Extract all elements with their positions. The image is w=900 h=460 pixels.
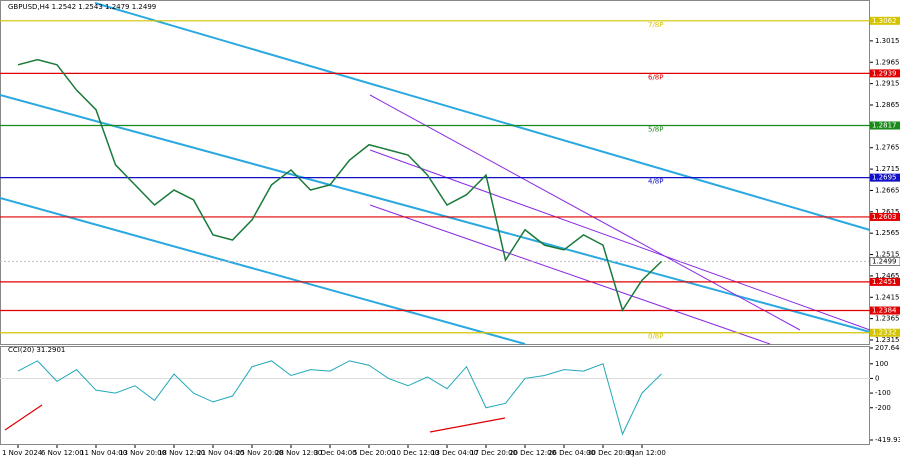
level-box — [870, 328, 900, 337]
cci-panel — [0, 346, 870, 445]
y-tick-label: 1.2415 — [875, 293, 900, 301]
channels — [0, 2, 871, 433]
price-panel — [0, 0, 870, 345]
y-tick-label: 1.2915 — [875, 80, 900, 88]
y-tick-label: 1.2765 — [875, 144, 900, 152]
x-tick-label: 3 Jan 12:00 — [626, 449, 666, 457]
cci-tick-label: 100 — [875, 360, 888, 368]
level-name: 7/8P — [648, 21, 664, 29]
level-box — [870, 173, 900, 182]
y-tick-label: 1.2965 — [875, 58, 900, 66]
divergence-line — [4, 404, 43, 431]
chart-title: GBPUSD,H4 1.2542 1.2543 1.2479 1.2499 — [8, 3, 156, 11]
cci-tick-label: -419.934 — [875, 436, 900, 444]
y-tick-label: 1.2365 — [875, 315, 900, 323]
y-tick-label: 1.2515 — [875, 251, 900, 259]
x-tick-label: 17 Dec 20:00 — [470, 449, 517, 457]
x-tick-label: 13 Nov 20:00 — [119, 449, 166, 457]
x-tick-label: 1 Nov 2024 — [2, 449, 43, 457]
level-name: 5/8P — [648, 126, 664, 134]
x-tick-label: 6 Nov 12:00 — [41, 449, 84, 457]
cci-tick-label: -100 — [875, 389, 891, 397]
level-price: 1.2939 — [872, 69, 897, 77]
level-price: 1.2603 — [872, 213, 897, 221]
level-name: 6/8P — [648, 73, 664, 81]
y-tick-label: 1.2865 — [875, 101, 900, 109]
cci-tick-label: -200 — [875, 404, 891, 412]
level-price: 1.2332 — [872, 329, 897, 337]
y-tick-label: 1.2715 — [875, 165, 900, 173]
x-tick-label: 10 Dec 12:00 — [392, 449, 439, 457]
channel-line — [369, 94, 801, 331]
last-price-label: 1.2499 — [872, 257, 897, 265]
x-tick-label: 26 Dec 04:00 — [548, 449, 595, 457]
level-box — [870, 69, 900, 78]
channel-line — [94, 2, 871, 231]
level-name: 4/8P — [648, 178, 664, 186]
x-tick-label: 25 Nov 20:00 — [236, 449, 283, 457]
x-tick-label: 13 Dec 04:00 — [431, 449, 478, 457]
x-tick-label: 3 Dec 04:00 — [314, 449, 357, 457]
y-tick-label: 1.2465 — [875, 272, 900, 280]
channel-line — [0, 94, 871, 333]
x-tick-label: 20 Dec 12:00 — [509, 449, 556, 457]
price-line — [17, 58, 663, 312]
y-tick-label: 1.3015 — [875, 37, 900, 45]
level-name: 0/8P — [648, 333, 664, 341]
level-price: 1.3062 — [872, 17, 897, 25]
channel-line — [369, 204, 771, 345]
cci-tick-label: 207.6441 — [875, 344, 900, 352]
y-tick-label: 1.2615 — [875, 208, 900, 216]
last-price-box — [869, 257, 900, 266]
channel-line — [369, 149, 871, 331]
cci-tick-label: 0 — [875, 374, 879, 382]
y-tick-label: 1.2665 — [875, 186, 900, 194]
cci-title: CCI(20) 31.2901 — [8, 346, 65, 354]
x-tick-label: 5 Dec 20:00 — [353, 449, 396, 457]
x-tick-label: 28 Nov 12:00 — [275, 449, 322, 457]
cci-line — [17, 360, 662, 436]
level-box — [870, 277, 900, 286]
level-box — [870, 16, 900, 25]
level-box — [870, 121, 900, 130]
y-tick-label: 1.2565 — [875, 229, 900, 237]
x-tick-label: 30 Dec 20:00 — [587, 449, 634, 457]
level-box — [870, 306, 900, 315]
level-price: 1.2817 — [872, 122, 897, 130]
y-tick-label: 1.2315 — [875, 336, 900, 344]
x-tick-label: 21 Nov 04:00 — [197, 449, 244, 457]
divergence-line — [429, 417, 506, 433]
level-box — [870, 212, 900, 221]
channel-line — [0, 197, 526, 345]
x-tick-label: 18 Nov 12:00 — [158, 449, 205, 457]
level-price: 1.2384 — [872, 307, 897, 315]
level-price: 1.2695 — [872, 174, 897, 182]
level-price: 1.2451 — [872, 278, 897, 286]
x-tick-label: 11 Nov 04:00 — [80, 449, 127, 457]
